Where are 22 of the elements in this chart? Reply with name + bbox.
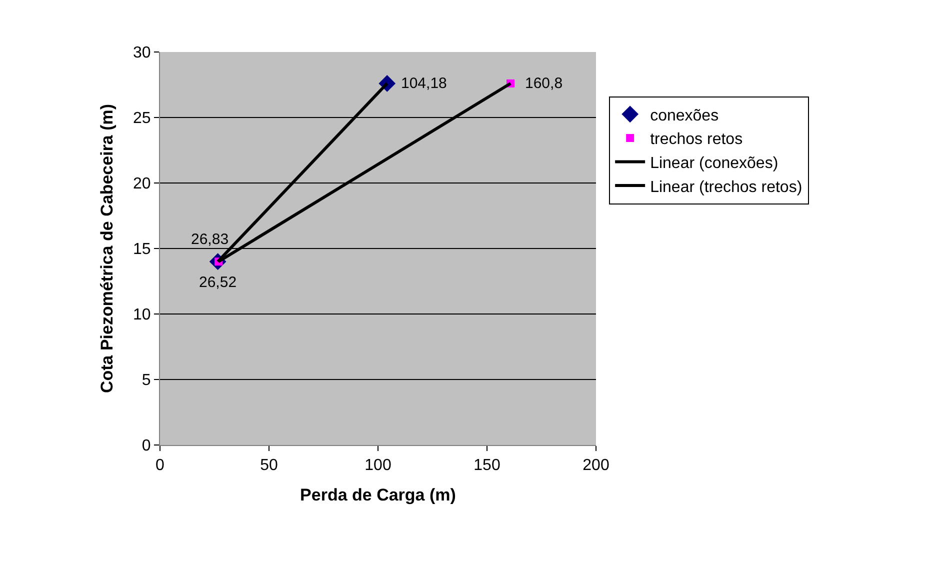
y-tick-label: 5 <box>142 372 151 390</box>
y-tick-label: 20 <box>133 176 151 193</box>
annotation: 26,83 <box>191 231 229 248</box>
y-tick-label: 10 <box>133 306 151 324</box>
x-tick-label: 200 <box>582 457 610 474</box>
legend-label: Linear (trechos retos) <box>650 178 802 196</box>
legend-label: Linear (conexões) <box>650 154 778 172</box>
annotation: 104,18 <box>401 75 447 92</box>
y-tick-label: 0 <box>142 438 151 455</box>
x-axis-title: Perda de Carga (m) <box>300 486 456 505</box>
y-tick-label: 25 <box>133 110 151 128</box>
legend-label: conexões <box>650 107 719 124</box>
annotation: 160,8 <box>525 75 563 92</box>
y-tick-label: 15 <box>133 241 151 258</box>
y-axis-title: Cota Piezométrica de Cabeceira (m) <box>98 104 117 394</box>
legend-label: trechos retos <box>650 131 743 148</box>
x-tick-label: 100 <box>364 457 392 474</box>
annotation: 26,52 <box>199 274 237 291</box>
y-tick-label: 30 <box>133 44 151 62</box>
x-tick-label: 50 <box>260 457 278 474</box>
x-tick-label: 150 <box>474 457 500 474</box>
x-tick-label: 0 <box>156 457 165 474</box>
